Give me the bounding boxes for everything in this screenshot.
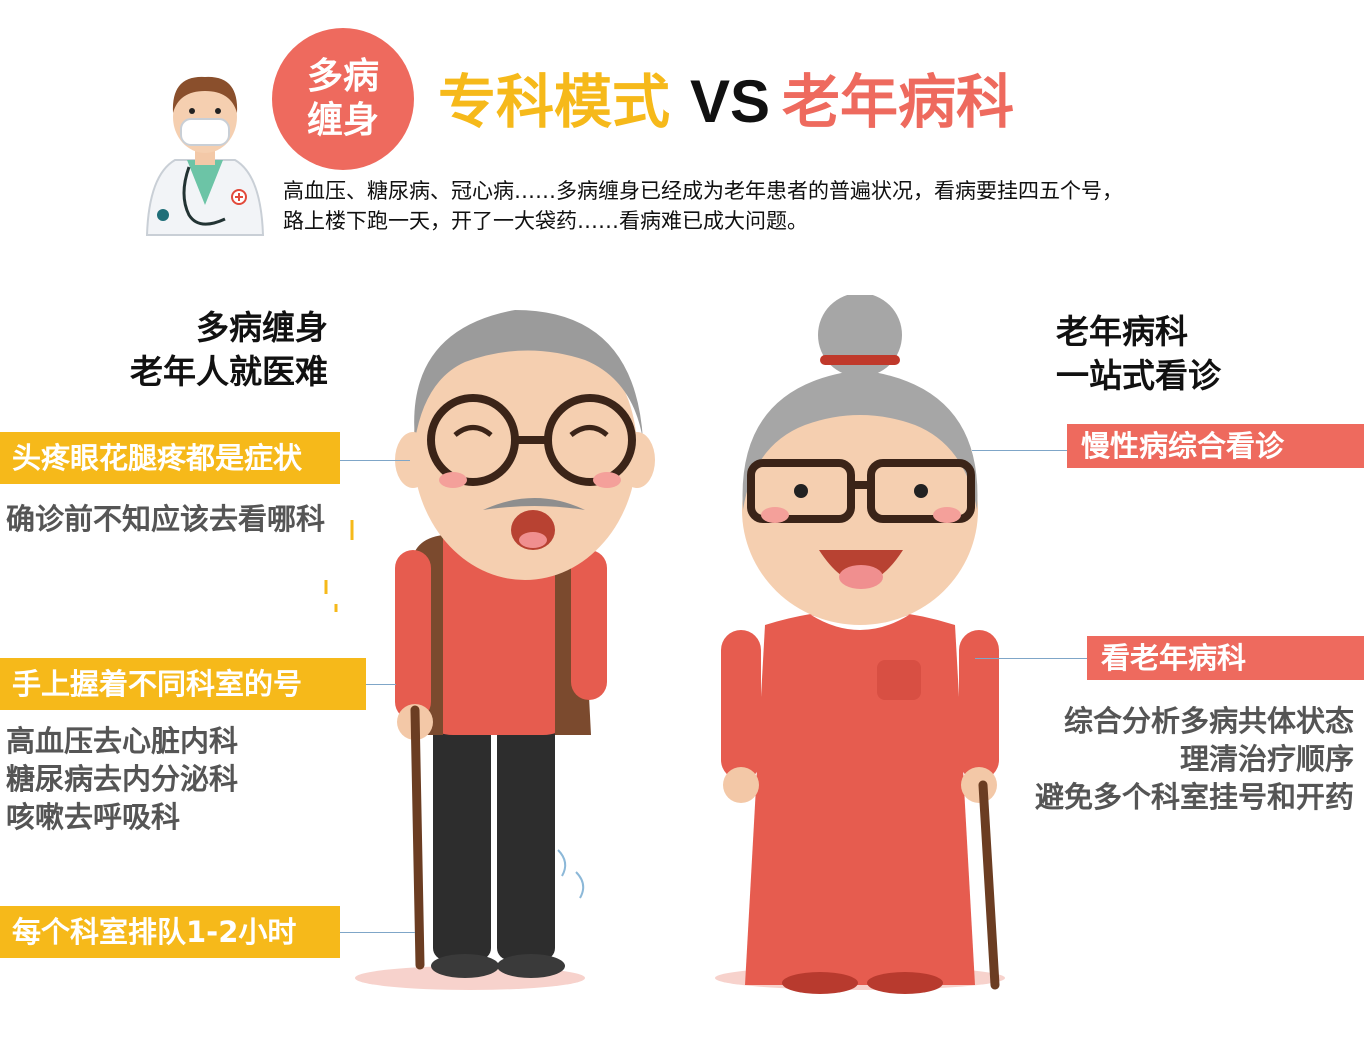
label-symptoms: 头疼眼花腿疼都是症状 [0,432,340,484]
motion-marks [324,520,585,899]
left-heading-line-1: 多病缠身 [196,308,328,347]
desc-diabetes: 糖尿病去内分泌科 [6,762,239,796]
desc-sequence: 理清治疗顺序 [1179,742,1354,776]
desc-cough: 咳嗽去呼吸科 [6,800,181,834]
title-specialist-mode: 专科模式 [438,68,671,136]
desc-avoid: 避免多个科室挂号和开药 [1034,780,1354,814]
connector-tickets [366,684,396,685]
desc-hypertension: 高血压去心脏内科 [6,724,239,758]
badge-line-2: 缠身 [306,100,379,141]
connector-geriatrics [975,658,1087,659]
desc-analyze: 综合分析多病共体状态 [1063,704,1354,738]
title-vs: VS [690,68,771,135]
desc-geriatrics-benefits: 综合分析多病共体状态 理清治疗顺序 避免多个科室挂号和开药 [960,702,1354,816]
intro-line-2: 路上楼下跑一天，开了一大袋药……看病难已成大问题。 [283,209,808,233]
connector-queue [340,932,415,933]
title-geriatrics: 老年病科 [782,68,1015,136]
left-heading-line-2: 老年人就医难 [130,352,328,391]
connector-chronic [972,450,1067,451]
right-heading-line-1: 老年病科 [1056,312,1188,351]
connector-symptoms [340,460,410,461]
intro-line-1: 高血压、糖尿病、冠心病……多病缠身已经成为老年患者的普遍状况，看病要挂四五个号， [283,179,1123,203]
right-heading-line-2: 一站式看诊 [1056,356,1221,395]
desc-departments-list: 高血压去心脏内科 糖尿病去内分泌科 咳嗽去呼吸科 [6,722,238,836]
intro-paragraph: 高血压、糖尿病、冠心病……多病缠身已经成为老年患者的普遍状况，看病要挂四五个号，… [283,176,1283,236]
badge-line-1: 多病 [306,56,379,97]
doctor-illustration [145,76,265,236]
left-heading: 多病缠身 老年人就医难 [80,306,328,394]
label-see-geriatrics: 看老年病科 [1087,636,1364,680]
label-chronic-comprehensive: 慢性病综合看诊 [1067,424,1364,468]
label-different-tickets: 手上握着不同科室的号 [0,658,366,710]
desc-unknown-department: 确诊前不知应该去看哪科 [6,502,326,536]
right-heading: 老年病科 一站式看诊 [1056,310,1221,398]
multi-disease-badge: 多病 缠身 [272,28,414,170]
label-queue-time: 每个科室排队1-2小时 [0,906,340,958]
old-woman-illustration [721,295,1000,994]
old-man-illustration [395,310,655,978]
